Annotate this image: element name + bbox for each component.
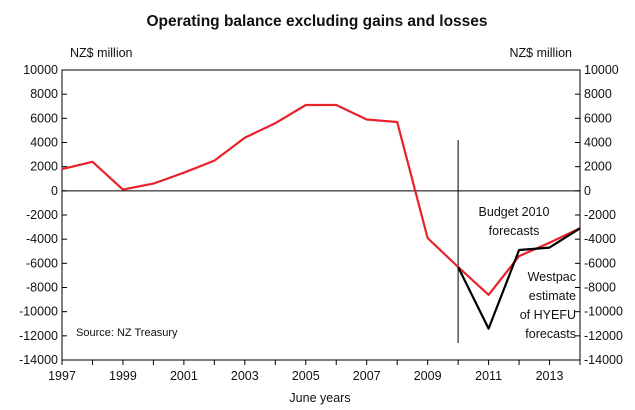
annotation-budget: forecasts xyxy=(489,224,540,238)
y-axis-label-right: NZ$ million xyxy=(509,46,572,60)
x-tick-label: 1997 xyxy=(48,369,76,383)
y-tick-label-right: -4000 xyxy=(584,232,616,246)
y-tick-label-right: 8000 xyxy=(584,87,612,101)
y-tick-label-left: -4000 xyxy=(26,232,58,246)
annotation-westpac: Westpac xyxy=(528,270,576,284)
y-tick-label-left: 0 xyxy=(51,184,58,198)
x-tick-label: 2001 xyxy=(170,369,198,383)
series-line-westpac xyxy=(457,227,581,330)
y-tick-label-left: -12000 xyxy=(19,329,58,343)
plot-area: 10000 10000 8000 8000 6000 6000 4000 4000 2000 20… xyxy=(19,63,623,383)
y-tick-label-right: 0 xyxy=(584,184,591,198)
y-tick-label-left: 6000 xyxy=(30,111,58,125)
y-tick-label-right: 10000 xyxy=(584,63,619,77)
x-tick-label: 2013 xyxy=(536,369,564,383)
y-tick-label-right: 6000 xyxy=(584,111,612,125)
y-tick-label-right: -8000 xyxy=(584,281,616,295)
x-tick-label: 1999 xyxy=(109,369,137,383)
x-axis-label: June years xyxy=(289,391,350,405)
x-tick-label: 2003 xyxy=(231,369,259,383)
y-axis-label-left: NZ$ million xyxy=(70,46,133,60)
y-tick-label-right: -12000 xyxy=(584,329,623,343)
y-tick-label-right: -14000 xyxy=(584,353,623,367)
y-tick-label-left: 8000 xyxy=(30,87,58,101)
y-tick-label-right: -6000 xyxy=(584,256,616,270)
y-tick-label-right: 4000 xyxy=(584,136,612,150)
annotation-budget: Budget 2010 xyxy=(479,205,550,219)
series-line-treasury xyxy=(61,103,581,296)
chart-title: Operating balance excluding gains and lo… xyxy=(146,13,487,30)
y-tick-label-left: -2000 xyxy=(26,208,58,222)
source-note: Source: NZ Treasury xyxy=(76,327,178,339)
y-tick-label-left: 10000 xyxy=(23,63,58,77)
y-tick-label-left: 4000 xyxy=(30,136,58,150)
y-tick-label-left: -14000 xyxy=(19,353,58,367)
x-tick-label: 2011 xyxy=(475,369,502,383)
y-tick-label-left: -10000 xyxy=(19,305,58,319)
x-tick-label: 2007 xyxy=(353,369,381,383)
annotation-westpac: estimate xyxy=(529,289,576,303)
y-tick-label-right: -2000 xyxy=(584,208,616,222)
x-tick-label: 2005 xyxy=(292,369,320,383)
y-tick-label-left: 2000 xyxy=(30,160,58,174)
x-tick-label: 2009 xyxy=(414,369,442,383)
annotation-westpac: of HYEFU xyxy=(520,308,576,322)
y-tick-label-right: 2000 xyxy=(584,160,612,174)
y-tick-label-left: -6000 xyxy=(26,256,58,270)
annotation-westpac: forecasts xyxy=(525,327,576,341)
y-tick-label-right: -10000 xyxy=(584,305,623,319)
y-tick-label-left: -8000 xyxy=(26,281,58,295)
